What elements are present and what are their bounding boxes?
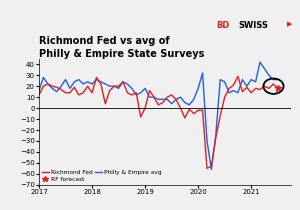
Philly & Empire avg xyxy=(37,89,41,92)
Richmond Fed xyxy=(236,75,240,77)
Philly & Empire avg xyxy=(64,78,67,81)
Richmond Fed xyxy=(95,76,98,79)
Richmond Fed xyxy=(205,167,209,170)
Philly & Empire avg xyxy=(258,61,262,63)
Text: SWISS: SWISS xyxy=(238,21,268,30)
Philly & Empire avg xyxy=(126,83,129,85)
Philly & Empire avg xyxy=(276,78,280,81)
Philly & Empire avg xyxy=(210,168,213,171)
Richmond Fed xyxy=(64,92,67,94)
Philly & Empire avg xyxy=(254,81,257,83)
Line: Philly & Empire avg: Philly & Empire avg xyxy=(39,62,278,169)
Philly & Empire avg xyxy=(272,78,275,81)
Philly & Empire avg xyxy=(95,78,98,81)
Richmond Fed xyxy=(276,87,280,90)
Line: Richmond Fed: Richmond Fed xyxy=(39,76,278,168)
Legend: Richmond Fed, RF forecast, Philly & Empire avg: Richmond Fed, RF forecast, Philly & Empi… xyxy=(42,170,162,182)
Text: BD: BD xyxy=(216,21,230,30)
Richmond Fed xyxy=(81,92,85,94)
Text: Philly & Empire State Surveys: Philly & Empire State Surveys xyxy=(39,49,204,59)
Richmond Fed xyxy=(126,92,129,94)
Richmond Fed xyxy=(37,94,41,96)
Philly & Empire avg xyxy=(81,83,85,85)
Richmond Fed xyxy=(272,83,275,85)
Text: Richmond Fed vs avg of: Richmond Fed vs avg of xyxy=(39,36,169,46)
Text: ▶: ▶ xyxy=(287,21,292,27)
Richmond Fed xyxy=(258,88,262,91)
